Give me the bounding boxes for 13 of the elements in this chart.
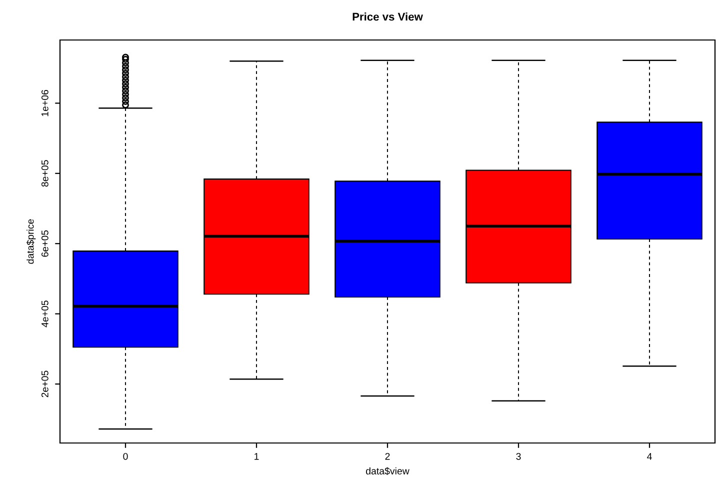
y-tick-label: 8e+05: [41, 160, 48, 187]
y-tick-label: 1e+06: [41, 90, 48, 116]
x-tick-label: 1: [254, 453, 259, 460]
y-tick-label: 2e+05: [41, 370, 48, 398]
x-tick-label: 4: [647, 453, 652, 460]
x-tick-label: 2: [385, 452, 390, 460]
y-tick-label: 4e+05: [41, 300, 48, 328]
chart-title: Price vs View: [352, 12, 423, 21]
x-tick-label: 0: [123, 452, 128, 460]
y-axis-title: data$price: [26, 219, 36, 264]
x-axis-title: data$view: [366, 467, 410, 476]
x-tick-label: 3: [516, 452, 521, 460]
y-tick-label: 6e+05: [41, 230, 48, 257]
